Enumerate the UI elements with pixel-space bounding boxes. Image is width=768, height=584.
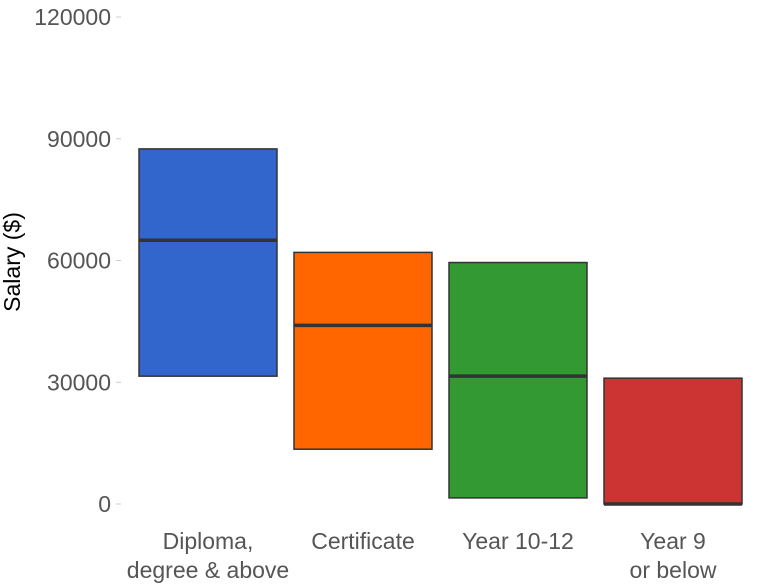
box-3 xyxy=(603,377,743,505)
box-2 xyxy=(448,261,588,499)
box-1 xyxy=(293,251,433,450)
x-tick-label: Certificate xyxy=(311,528,415,554)
x-tick-label: Year 9 xyxy=(640,528,706,554)
y-axis-title: Salary ($) xyxy=(0,212,25,312)
x-tick-label: Year 10-12 xyxy=(462,528,574,554)
x-tick-label: degree & above xyxy=(127,557,289,583)
y-axis: 0 30000 60000 90000 120000 xyxy=(34,4,121,517)
y-tick-label: 90000 xyxy=(47,126,111,152)
box-0 xyxy=(138,148,278,377)
y-tick-label: 120000 xyxy=(34,4,111,30)
x-tick-label: or below xyxy=(630,557,717,583)
x-tick-label: Diploma, xyxy=(163,528,254,554)
y-tick-label: 60000 xyxy=(47,248,111,274)
y-tick-label: 0 xyxy=(98,491,111,517)
x-axis: Diploma, degree & above Certificate Year 10… xyxy=(127,528,717,583)
y-tick-label: 30000 xyxy=(47,369,111,395)
plot-area xyxy=(138,148,743,506)
